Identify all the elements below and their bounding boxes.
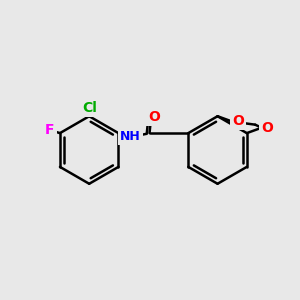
- Text: Cl: Cl: [82, 101, 97, 115]
- Text: NH: NH: [120, 130, 141, 143]
- Text: O: O: [261, 122, 273, 135]
- Text: O: O: [148, 110, 160, 124]
- Text: O: O: [232, 114, 244, 128]
- Text: F: F: [45, 123, 55, 137]
